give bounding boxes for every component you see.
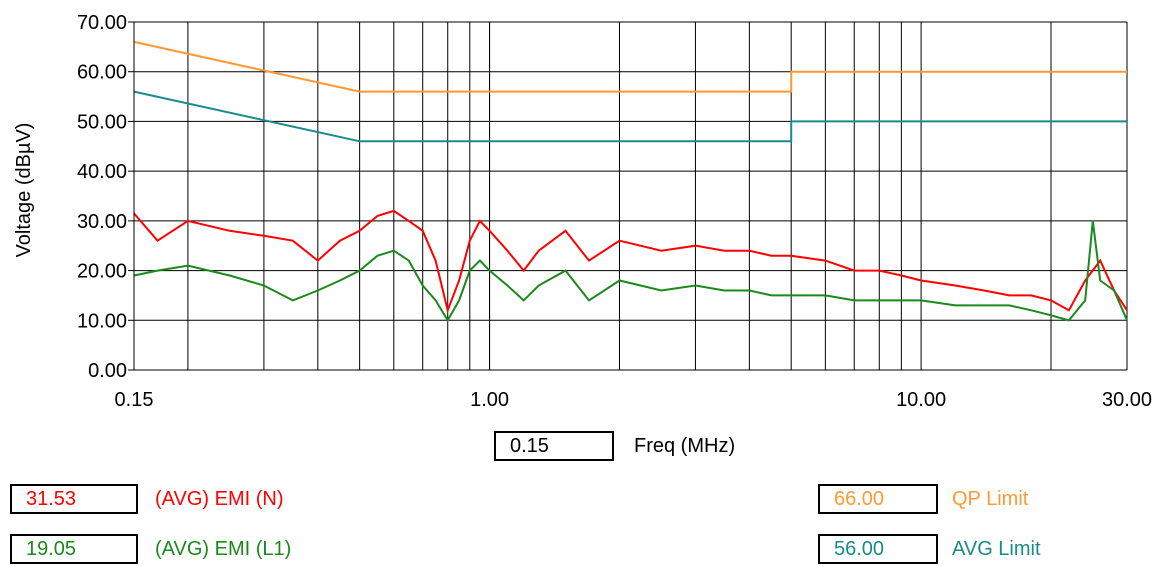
x-tick-label: 10.00 bbox=[896, 389, 946, 411]
y-tick-label: 10.00 bbox=[77, 310, 127, 332]
x-tick-label: 0.15 bbox=[115, 389, 154, 411]
x-tick-label: 1.00 bbox=[470, 389, 509, 411]
legend-value-emi-n: 31.53 bbox=[10, 484, 138, 514]
freq-input[interactable]: 0.15 bbox=[494, 431, 614, 461]
legend-label-avg-limit: AVG Limit bbox=[952, 538, 1041, 560]
legend-label-qp-limit: QP Limit bbox=[952, 488, 1029, 510]
series-line-avg-limit bbox=[133, 90, 1127, 143]
y-tick-label: 60.00 bbox=[77, 62, 127, 84]
series-line-avg-emi-n bbox=[133, 209, 1128, 314]
legend-value-emi-l1: 19.05 bbox=[10, 534, 138, 564]
legend-label-emi-l1: (AVG) EMI (L1) bbox=[155, 538, 292, 560]
y-tick-label: 20.00 bbox=[77, 261, 127, 283]
chart-grid bbox=[134, 21, 1128, 370]
x-tick-label: 30.00 bbox=[1102, 389, 1152, 411]
y-tick-label: 50.00 bbox=[77, 111, 127, 133]
y-tick-label: 70.00 bbox=[77, 12, 127, 34]
x-axis-label: Freq (MHz) bbox=[634, 435, 736, 457]
y-tick-label: 0.00 bbox=[88, 360, 127, 382]
legend-value-qp-limit: 66.00 bbox=[818, 484, 938, 514]
chart-axes: 0.00 10.00 20.00 30.00 40.00 50.00 60.00 70.00 0… bbox=[77, 12, 1152, 411]
y-axis-label: Voltage (dBµV) bbox=[13, 123, 35, 258]
legend-value-avg-limit: 56.00 bbox=[818, 534, 938, 564]
series-line-qp-limit bbox=[133, 40, 1127, 93]
series-line-avg-emi-l1 bbox=[133, 220, 1128, 323]
legend-label-emi-n: (AVG) EMI (N) bbox=[155, 488, 284, 510]
y-tick-label: 40.00 bbox=[77, 161, 127, 183]
chart-series bbox=[133, 40, 1128, 323]
y-tick-label: 30.00 bbox=[77, 211, 127, 233]
